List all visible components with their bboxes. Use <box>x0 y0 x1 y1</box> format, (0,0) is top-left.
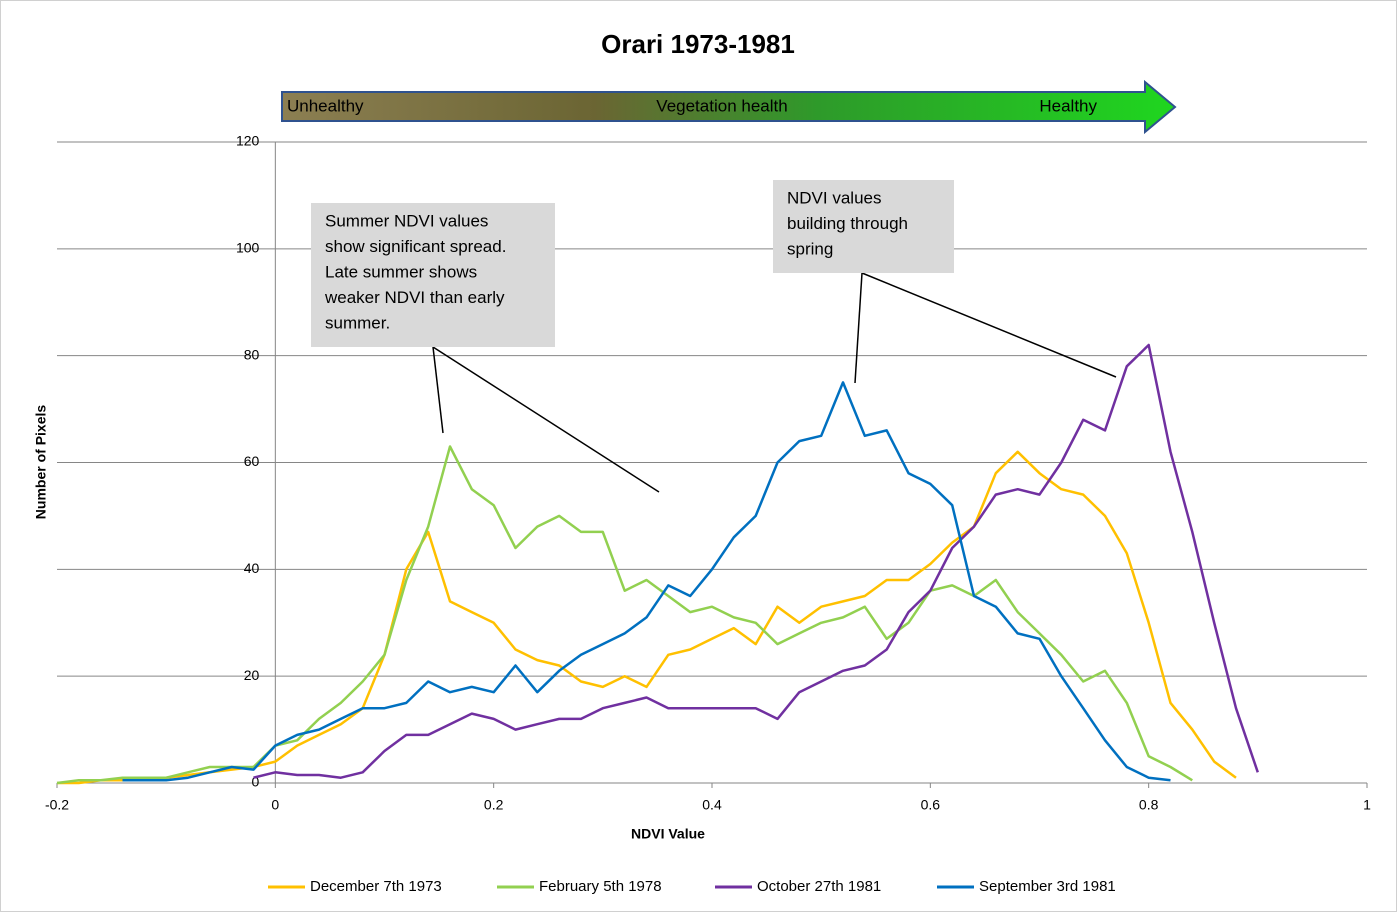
pointer-line <box>432 346 444 434</box>
annotation-text: NDVI values <box>787 188 881 207</box>
pointer-line <box>861 272 1117 378</box>
banner-left: Unhealthy <box>287 96 364 115</box>
x-tick-label: 0.6 <box>921 797 941 813</box>
x-tick-label: -0.2 <box>45 797 69 813</box>
annotation-text: spring <box>787 239 833 258</box>
y-tick-label: 20 <box>244 667 260 683</box>
y-tick-label: 60 <box>244 453 260 469</box>
y-tick-label: 120 <box>236 133 260 149</box>
y-tick-label: 40 <box>244 560 260 576</box>
pointer-line <box>854 272 863 384</box>
x-tick-label: 0.4 <box>702 797 722 813</box>
legend-label: December 7th 1973 <box>310 878 442 895</box>
y-tick-label: 100 <box>236 240 260 256</box>
x-tick-label: 0.2 <box>484 797 504 813</box>
banner-right: Healthy <box>1039 96 1097 115</box>
health-arrow <box>281 79 1177 135</box>
y-tick-label: 0 <box>252 774 260 790</box>
annotation-text: Late summer shows <box>325 262 477 281</box>
series-line <box>122 381 1171 782</box>
legend-label: October 27th 1981 <box>757 878 881 895</box>
callout-box <box>773 180 954 273</box>
annotation-text: building through <box>787 214 908 233</box>
y-axis-label: Number of Pixels <box>33 405 49 520</box>
chart-title: Orari 1973-1981 <box>601 29 795 59</box>
annotation-text: show significant spread. <box>325 237 506 256</box>
legend-label: September 3rd 1981 <box>979 878 1116 895</box>
annotation-text: weaker NDVI than early <box>324 288 505 307</box>
x-tick-label: 0.8 <box>1139 797 1159 813</box>
callout-box <box>311 203 555 347</box>
x-tick-label: 1 <box>1363 797 1371 813</box>
annotation-text: Summer NDVI values <box>325 211 488 230</box>
x-tick-label: 0 <box>271 797 279 813</box>
x-axis-label: NDVI Value <box>631 826 705 842</box>
pointer-line <box>432 346 660 493</box>
banner-center: Vegetation health <box>656 96 787 115</box>
legend-label: February 5th 1978 <box>539 878 662 895</box>
y-tick-label: 80 <box>244 346 260 362</box>
series-line <box>253 343 1259 779</box>
annotation-text: summer. <box>325 313 390 332</box>
series-line <box>56 445 1193 785</box>
